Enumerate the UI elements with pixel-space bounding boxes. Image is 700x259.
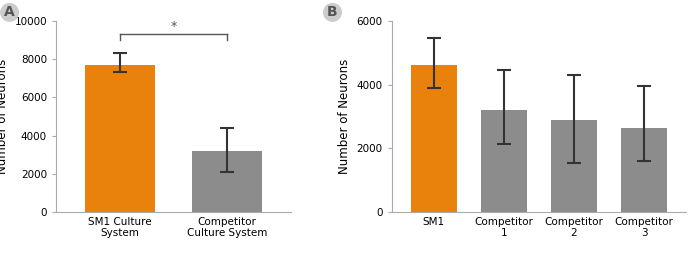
Bar [621, 128, 666, 212]
Bar [481, 110, 526, 212]
Bar [85, 65, 155, 212]
Text: B: B [327, 5, 338, 19]
Text: A: A [4, 5, 15, 19]
Bar [193, 151, 262, 212]
Bar [411, 66, 456, 212]
Text: *: * [171, 20, 177, 33]
Y-axis label: Number of Neurons: Number of Neurons [0, 59, 9, 174]
Bar [551, 120, 596, 212]
Y-axis label: Number of Neurons: Number of Neurons [338, 59, 351, 174]
